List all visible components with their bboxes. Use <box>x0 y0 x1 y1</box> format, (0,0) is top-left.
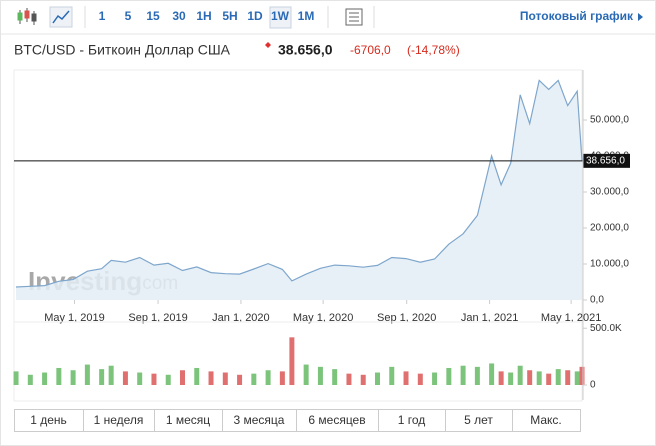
y-tick-label: 0,0 <box>590 295 604 306</box>
volume-bar <box>222 372 228 385</box>
x-tick-label: May 1, 2020 <box>293 312 354 324</box>
volume-bar <box>446 367 452 385</box>
volume-bar <box>265 370 271 385</box>
volume-bar <box>13 371 19 385</box>
volume-bar <box>489 363 495 385</box>
live-dot <box>265 42 271 48</box>
price-marker-box <box>583 153 630 168</box>
x-tick-label: Sep 1, 2020 <box>377 312 436 324</box>
change-pct: (-14,78%) <box>407 43 460 57</box>
range-button-label[interactable]: 1 неделя <box>94 413 144 427</box>
volume-bar <box>84 364 90 385</box>
x-tick-label: Sep 1, 2019 <box>128 312 187 324</box>
volume-bar <box>546 373 552 385</box>
volume-bar <box>194 367 200 385</box>
price-line <box>15 79 583 288</box>
y-tick-label: 20.000,0 <box>590 223 629 234</box>
stream-link[interactable]: Потоковый график <box>520 9 634 23</box>
volume-bar <box>474 366 480 385</box>
range-button-label[interactable]: 1 день <box>30 413 67 427</box>
volume-bar <box>251 373 257 385</box>
range-button[interactable] <box>512 409 581 432</box>
volume-bar <box>137 372 143 385</box>
interval-button[interactable]: 15 <box>146 9 160 23</box>
range-button-label[interactable]: 1 месяц <box>166 413 210 427</box>
volume-bar <box>99 369 105 385</box>
volume-bar <box>555 369 561 385</box>
volume-bar <box>403 371 409 385</box>
y-tick-label: 30.000,0 <box>590 187 629 198</box>
volume-bar <box>389 366 395 385</box>
area-icon[interactable] <box>49 6 73 28</box>
interval-button[interactable]: 1 <box>99 9 106 23</box>
volume-bar <box>289 337 295 385</box>
x-tick-label: Jan 1, 2021 <box>461 312 519 324</box>
range-button-label[interactable]: 3 месяца <box>234 413 285 427</box>
selected-interval <box>269 6 292 29</box>
price-marker-label: 38.656,0 <box>586 155 625 166</box>
volume-bar <box>165 374 171 385</box>
volume-bar <box>279 371 285 385</box>
range-button-label[interactable]: Макс. <box>530 413 562 427</box>
x-tick-label: May 1, 2019 <box>44 312 105 324</box>
interval-button[interactable]: 1D <box>247 9 263 23</box>
y-tick-label: 50.000,0 <box>590 115 629 126</box>
interval-button[interactable]: 1M <box>298 9 315 23</box>
candles-icon[interactable] <box>17 8 37 25</box>
volume-bar <box>460 365 466 385</box>
volume-bar <box>565 370 571 385</box>
volume-bar <box>574 371 580 385</box>
volume-bar <box>332 369 338 385</box>
interval-button[interactable]: 5 <box>125 9 132 23</box>
change: -6706,0 <box>350 43 391 57</box>
volume-bar <box>303 364 309 385</box>
volume-bar <box>208 371 214 385</box>
volume-tick-label: 0 <box>590 380 596 391</box>
range-button-label[interactable]: 6 месяцев <box>308 413 365 427</box>
link-arrow <box>638 13 643 21</box>
price: 38.656,0 <box>278 42 333 58</box>
volume-bar <box>122 371 128 385</box>
x-tick-label: May 1, 2021 <box>541 312 602 324</box>
interval-button[interactable]: 5H <box>222 9 237 23</box>
volume-bar <box>317 366 323 385</box>
interval-button[interactable]: 1H <box>196 9 211 23</box>
y-tick-label: 10.000,0 <box>590 259 629 270</box>
x-tick-label: Jan 1, 2020 <box>212 312 270 324</box>
volume-bar <box>498 371 504 385</box>
interval-button[interactable]: 30 <box>172 9 186 23</box>
volume-bar <box>151 373 157 385</box>
range-button-label[interactable]: 1 год <box>398 413 426 427</box>
volume-bar <box>536 371 542 385</box>
volume-bar <box>360 374 366 385</box>
interval-button[interactable]: 1W <box>271 9 290 23</box>
volume-bar <box>527 370 533 385</box>
volume-bar <box>56 367 62 385</box>
volume-bar <box>70 370 76 385</box>
volume-bar <box>579 366 585 385</box>
volume-tick-label: 500.0K <box>590 323 622 334</box>
volume-bar <box>108 365 114 385</box>
volume-bar <box>508 372 514 385</box>
volume-bar <box>417 373 423 385</box>
volume-bar <box>346 373 352 385</box>
volume-bar <box>374 372 380 385</box>
volume-bar <box>179 370 185 385</box>
volume-bar <box>432 372 438 385</box>
area-fill <box>16 80 582 301</box>
volume-bar <box>27 374 33 385</box>
range-button-label[interactable]: 5 лет <box>464 413 493 427</box>
instrument-title: BTC/USD - Биткоин Доллар США <box>14 42 231 58</box>
volume-bar <box>42 372 48 385</box>
volume-bar <box>237 374 243 385</box>
table-icon[interactable] <box>345 8 363 26</box>
volume-bar <box>517 365 523 385</box>
